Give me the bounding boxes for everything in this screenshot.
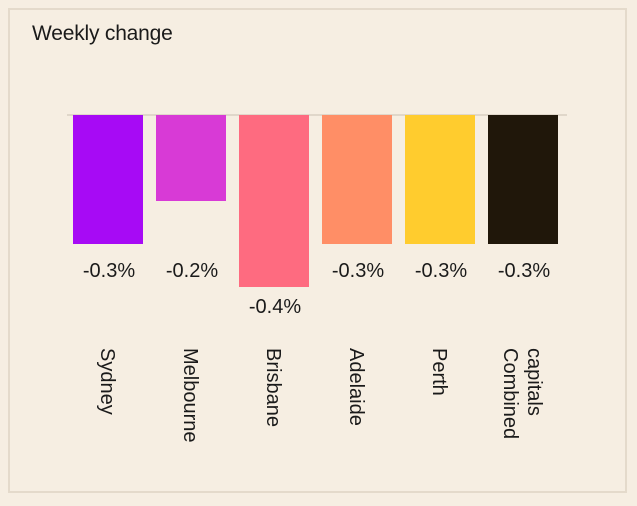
category-label-line: Brisbane bbox=[262, 348, 284, 427]
category-label: Combined capitals bbox=[499, 348, 545, 439]
bar-combined-capitals bbox=[488, 115, 558, 244]
category-label: Perth bbox=[428, 348, 450, 396]
bar-brisbane bbox=[239, 115, 309, 287]
chart-title: Weekly change bbox=[32, 22, 173, 45]
category-label: Sydney bbox=[96, 348, 118, 415]
chart-card bbox=[8, 8, 627, 493]
data-label: -0.3% bbox=[498, 260, 550, 282]
category-label: Melbourne bbox=[179, 348, 201, 443]
data-label: -0.4% bbox=[249, 296, 301, 318]
data-label: -0.3% bbox=[415, 260, 467, 282]
bar-sydney bbox=[73, 115, 143, 244]
category-label: Brisbane bbox=[262, 348, 284, 427]
bar-adelaide bbox=[322, 115, 392, 244]
data-label: -0.3% bbox=[332, 260, 384, 282]
category-label-line: Perth bbox=[428, 348, 450, 396]
bar-perth bbox=[405, 115, 475, 244]
category-label-line: Melbourne bbox=[179, 348, 201, 443]
bar-melbourne bbox=[156, 115, 226, 201]
category-label-line: capitals bbox=[523, 348, 545, 416]
data-label: -0.3% bbox=[83, 260, 135, 282]
data-label: -0.2% bbox=[166, 260, 218, 282]
category-label: Adelaide bbox=[345, 348, 367, 426]
category-label-line: Adelaide bbox=[345, 348, 367, 426]
category-label-line: Sydney bbox=[96, 348, 118, 415]
category-label-line: Combined bbox=[499, 348, 521, 439]
